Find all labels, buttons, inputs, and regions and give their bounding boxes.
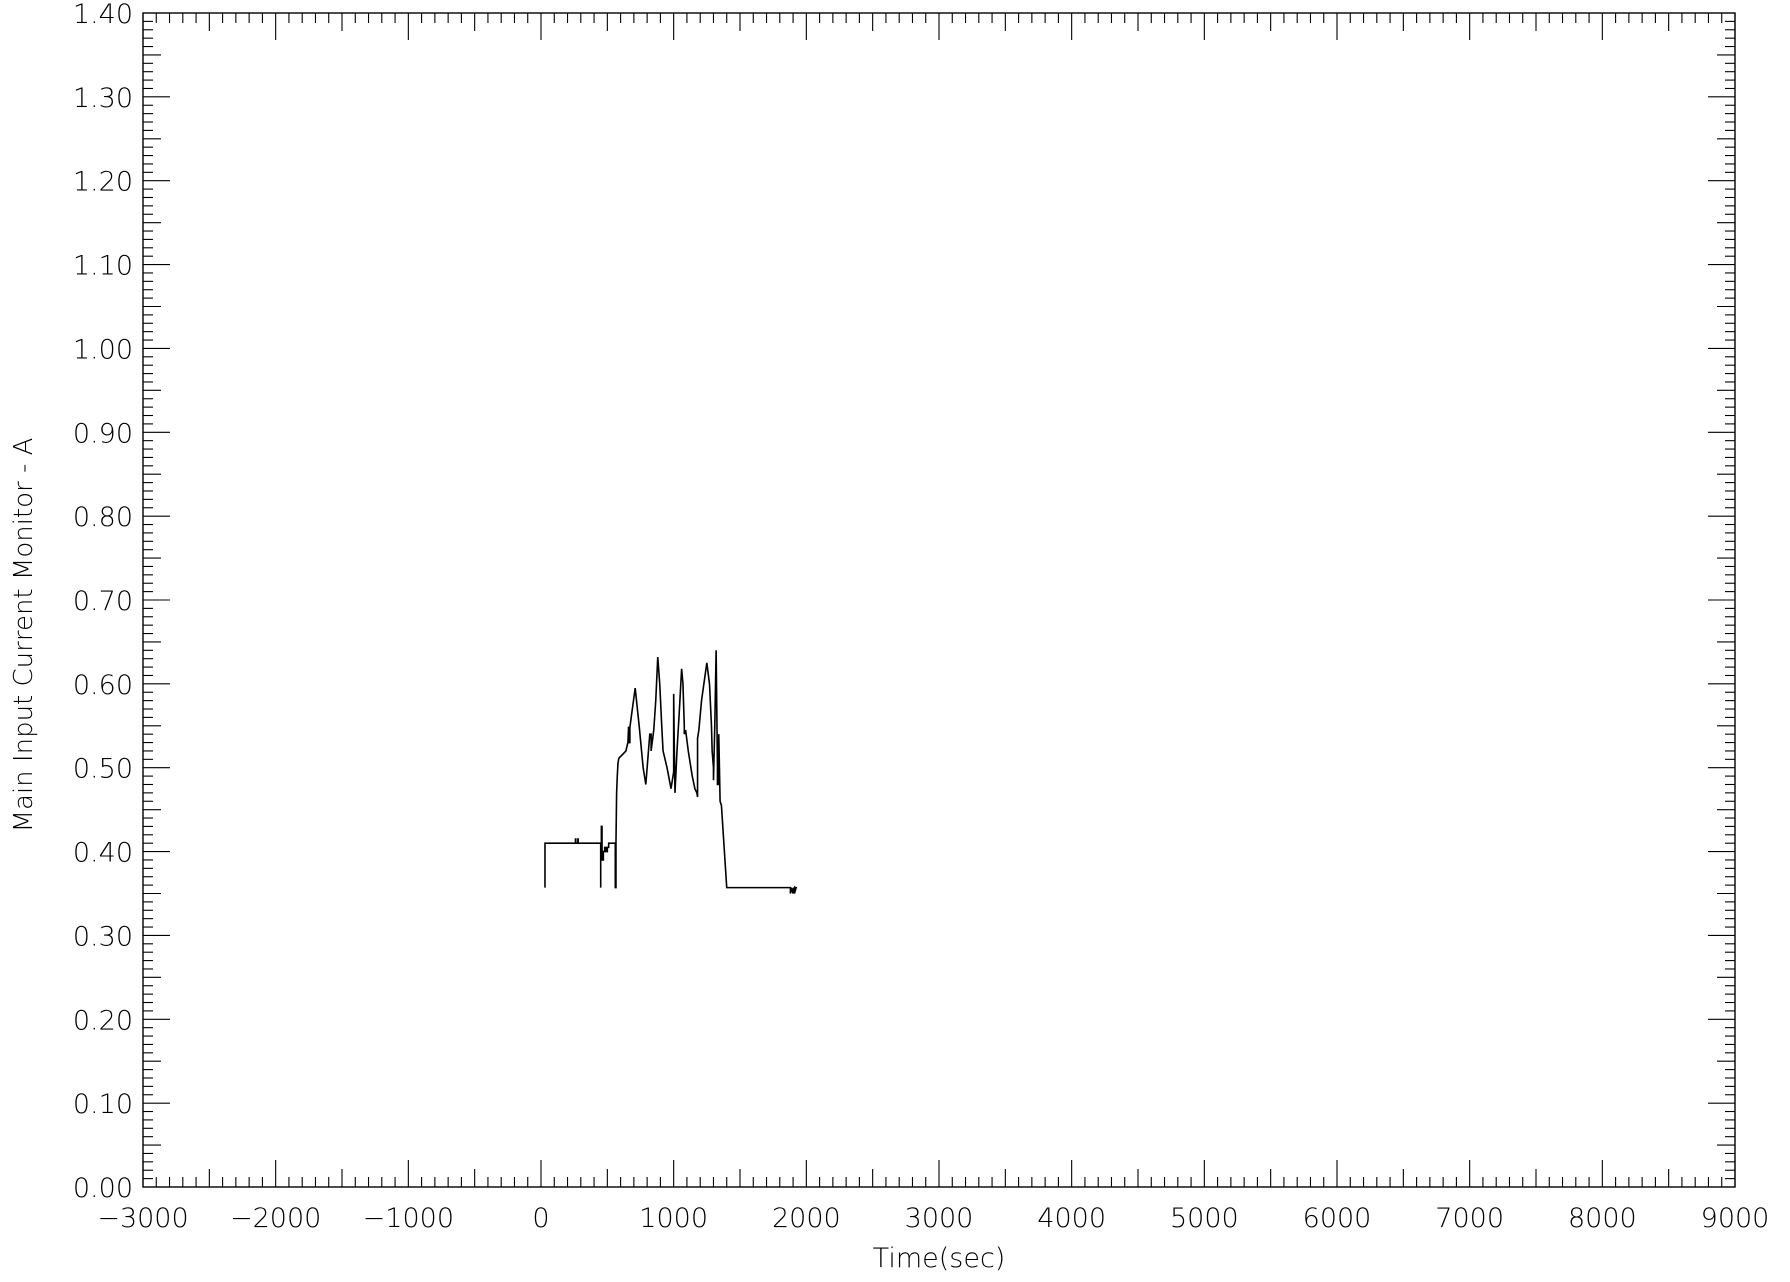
y-tick-label: 0.90 — [73, 418, 133, 449]
series-line-0 — [544, 650, 798, 894]
x-tick-label: 0 — [532, 1203, 549, 1234]
series-layer — [544, 650, 798, 894]
x-tick-label: −1000 — [363, 1203, 454, 1234]
y-tick-label: 0.00 — [73, 1173, 133, 1204]
x-axis-title: Time(sec) — [873, 1243, 1006, 1274]
y-tick-label: 0.60 — [73, 670, 133, 701]
y-tick-label: 0.10 — [73, 1089, 133, 1120]
y-tick-label: 0.50 — [73, 754, 133, 785]
x-tick-label: 1000 — [639, 1203, 708, 1234]
tick-layer — [142, 12, 1736, 1188]
y-tick-label: 0.20 — [73, 1005, 133, 1036]
y-tick-label: 1.40 — [73, 0, 133, 30]
x-tick-label: 6000 — [1303, 1203, 1372, 1234]
x-tick-label: 8000 — [1568, 1203, 1637, 1234]
y-tick-label: 0.30 — [73, 921, 133, 952]
label-layer: −3000 −2000 −1000 0 1000 2000 3000 4000 5000 6000… — [73, 0, 1769, 1234]
y-tick-label: 1.20 — [73, 167, 133, 198]
plot-frame — [142, 12, 1736, 1188]
x-tick-label: 3000 — [905, 1203, 974, 1234]
y-tick-label: 0.70 — [73, 586, 133, 617]
y-axis-title: Main Input Current Monitor - A — [9, 438, 39, 833]
x-tick-label: 5000 — [1170, 1203, 1239, 1234]
x-tick-label: 2000 — [772, 1203, 841, 1234]
x-tick-label: 9000 — [1701, 1203, 1770, 1234]
y-tick-label: 0.40 — [73, 838, 133, 869]
y-tick-label: 0.80 — [73, 502, 133, 533]
x-tick-label: −3000 — [97, 1203, 188, 1234]
y-tick-label: 1.10 — [73, 251, 133, 282]
y-tick-label: 1.30 — [73, 83, 133, 114]
x-tick-label: 4000 — [1037, 1203, 1106, 1234]
y-tick-label: 1.00 — [73, 334, 133, 365]
x-tick-label: 7000 — [1435, 1203, 1504, 1234]
x-tick-label: −2000 — [230, 1203, 321, 1234]
